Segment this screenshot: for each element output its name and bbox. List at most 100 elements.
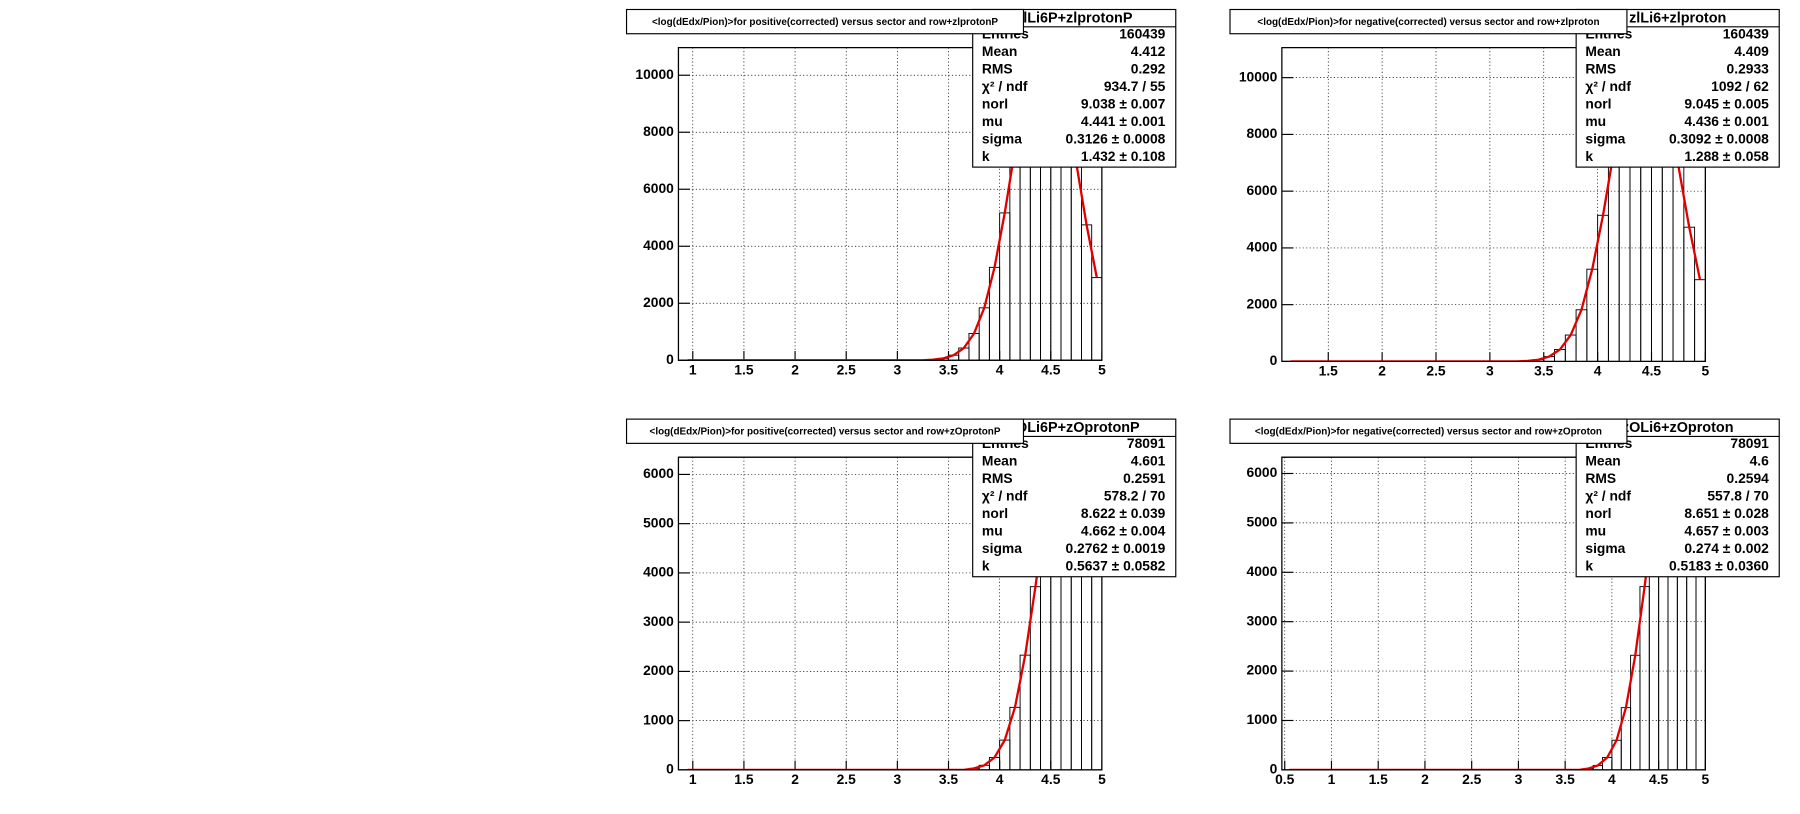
x-tick-label: 3 (894, 771, 902, 787)
plot-frame-border (677, 456, 1103, 771)
stats-label: sigma (982, 540, 1022, 556)
y-tick-label: 5000 (643, 514, 674, 530)
x-tick-label: 3.5 (939, 771, 959, 787)
x-tick-label: 1.5 (734, 361, 754, 377)
stats-value: 4.436 ± 0.001 (1684, 113, 1769, 129)
stats-label: mu (982, 523, 1003, 539)
stats-label: k (1585, 148, 1593, 164)
stats-value: 4.6 (1750, 453, 1770, 469)
x-tick-label: 2.5 (837, 361, 857, 377)
stats-title: zlLi6P+zlprotonP (1016, 11, 1133, 27)
stats-label: k (982, 558, 990, 574)
stats-label: norl (1585, 505, 1611, 521)
y-tick-label: 4000 (1247, 563, 1278, 579)
x-tick-label: 4 (1608, 771, 1616, 787)
x-tick-label: 3.5 (1556, 771, 1576, 787)
y-tick-label: 1000 (643, 711, 674, 727)
stats-value: 78091 (1730, 435, 1769, 451)
stats-label: RMS (1585, 470, 1616, 486)
stats-label: sigma (1585, 540, 1625, 556)
y-tick-label: 0 (666, 351, 674, 367)
fit-curve (687, 457, 1098, 770)
x-tick-label: 4 (996, 361, 1004, 377)
stats-value: 1092 / 62 (1711, 78, 1769, 94)
stats-label: mu (1585, 523, 1606, 539)
x-tick-label: 2 (1378, 362, 1386, 378)
x-tick-label: 4 (996, 771, 1004, 787)
stats-value: 78091 (1127, 435, 1166, 451)
chart-title: <log(dEdx/Pion)>for negative(corrected) … (1255, 426, 1602, 437)
stats-label: χ² / ndf (982, 78, 1028, 94)
stats-value: 160439 (1119, 25, 1165, 41)
histogram-pad: 1 1.5 2 2.5 3 3.5 4 4.5 5 0 2000 4000 6000 8000 10000 z… (625, 8, 1177, 377)
x-tick-label: 5 (1702, 771, 1710, 787)
stats-value: 4.412 (1131, 43, 1166, 59)
stats-label: norl (982, 96, 1008, 112)
stats-box (1575, 418, 1780, 578)
x-tick-label: 2 (791, 361, 799, 377)
y-tick-label: 3000 (643, 613, 674, 629)
y-tick-label: 6000 (1247, 464, 1278, 480)
stats-value: 4.441 ± 0.001 (1081, 113, 1166, 129)
stats-label: RMS (1585, 60, 1616, 76)
stats-value: 4.662 ± 0.004 (1081, 523, 1166, 539)
x-tick-label: 2.5 (837, 771, 857, 787)
stats-label: mu (982, 113, 1003, 129)
x-tick-label: 1 (689, 361, 697, 377)
stats-label: Mean (1585, 43, 1620, 59)
x-tick-label: 4 (1594, 362, 1602, 378)
x-tick-label: 5 (1098, 771, 1106, 787)
stats-value: 934.7 / 55 (1104, 78, 1166, 94)
plot-frame-border (1281, 47, 1706, 362)
stats-label: Mean (982, 453, 1017, 469)
stats-label: Mean (982, 43, 1017, 59)
stats-value: 578.2 / 70 (1104, 488, 1166, 504)
stats-title: zOLi6+zOproton (1622, 420, 1734, 436)
stats-label: norl (1585, 96, 1611, 112)
x-tick-label: 2 (1421, 771, 1429, 787)
stats-label: mu (1585, 113, 1606, 129)
x-tick-label: 3 (1486, 362, 1494, 378)
stats-box (1575, 8, 1780, 168)
stats-label: k (1585, 558, 1593, 574)
y-tick-label: 5000 (1247, 514, 1278, 530)
x-tick-label: 4.5 (1642, 362, 1662, 378)
stats-value: 9.045 ± 0.005 (1684, 96, 1769, 112)
stats-value: 0.5637 ± 0.0582 (1066, 558, 1166, 574)
fit-curve (1289, 457, 1702, 770)
y-tick-label: 0 (1270, 761, 1278, 777)
y-tick-label: 0 (1270, 352, 1278, 368)
stats-value: 1.432 ± 0.108 (1081, 148, 1166, 164)
plot-frame-border (1281, 456, 1706, 771)
stats-label: norl (982, 505, 1008, 521)
stats-value: 8.622 ± 0.039 (1081, 505, 1166, 521)
x-tick-label: 2 (791, 771, 799, 787)
y-tick-label: 4000 (643, 564, 674, 580)
y-tick-label: 3000 (1247, 612, 1278, 628)
stats-value: 1.288 ± 0.058 (1684, 148, 1769, 164)
chart-title: <log(dEdx/Pion)>for positive(corrected) … (650, 426, 1001, 437)
y-tick-label: 4000 (1247, 239, 1278, 255)
stats-value: 0.2933 (1727, 60, 1770, 76)
x-tick-label: 4.5 (1041, 771, 1061, 787)
y-tick-label: 1000 (1247, 711, 1278, 727)
x-tick-label: 0.5 (1275, 771, 1295, 787)
x-tick-label: 2.5 (1426, 362, 1446, 378)
stats-label: sigma (982, 131, 1022, 147)
y-tick-label: 4000 (643, 237, 674, 253)
title-box (625, 418, 1025, 444)
x-tick-label: 1 (1328, 771, 1336, 787)
histogram-pad: 1.5 2 2.5 3 3.5 4 4.5 5 0 2000 4000 6000 8000 10000 zl… (1229, 8, 1780, 378)
x-tick-label: 1.5 (1369, 771, 1389, 787)
x-tick-label: 1 (689, 771, 697, 787)
stats-label: sigma (1585, 131, 1625, 147)
stats-label: RMS (982, 60, 1013, 76)
y-tick-label: 2000 (643, 662, 674, 678)
stats-value: 0.2591 (1123, 470, 1166, 486)
histogram-pad: 0.5 1 1.5 2 2.5 3 3.5 4 4.5 5 0 1000 2000 3000 4000 500… (1229, 418, 1780, 787)
y-tick-label: 0 (666, 761, 674, 777)
stats-value: 557.8 / 70 (1707, 488, 1769, 504)
y-tick-label: 10000 (1239, 68, 1278, 84)
stats-label: χ² / ndf (982, 488, 1028, 504)
histogram-pad: 1 1.5 2 2.5 3 3.5 4 4.5 5 0 1000 2000 3000 4000 5000 60… (625, 418, 1177, 787)
